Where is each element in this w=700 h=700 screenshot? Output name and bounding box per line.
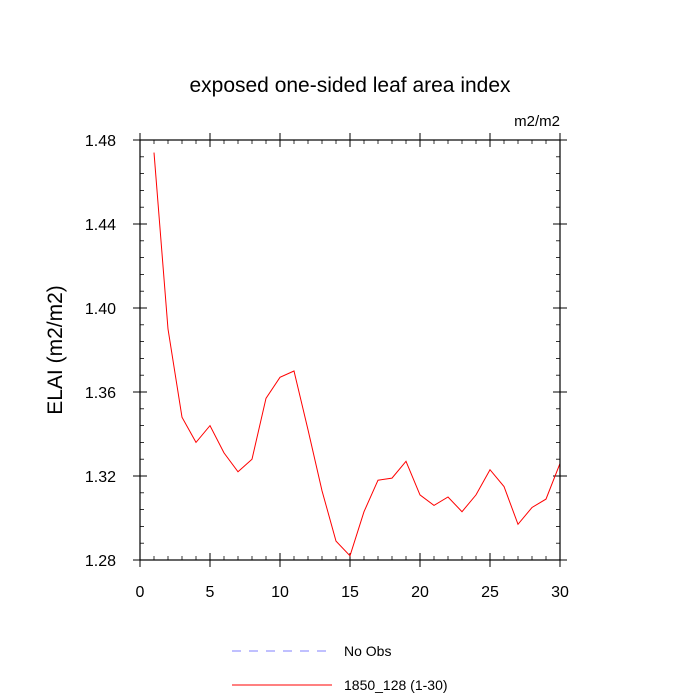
x-tick-label: 30 (551, 584, 569, 601)
y-tick-label: 1.40 (85, 301, 116, 318)
y-axis-label: ELAI (m2/m2) (44, 285, 67, 415)
series-lines (153, 152, 561, 557)
y-tick-label: 1.28 (85, 553, 116, 570)
chart-title: exposed one-sided leaf area index (189, 74, 511, 97)
axis-ticks: 0 5 10 15 20 25 30 1.28 1.32 1.36 1.40 1.44 1.48 (85, 133, 569, 601)
x-tick-label: 15 (341, 584, 359, 601)
y-tick-label: 1.32 (85, 469, 116, 486)
series-line-1 (153, 152, 561, 557)
legend-label: 1850_128 (1-30) (344, 677, 448, 693)
x-tick-label: 20 (411, 584, 429, 601)
plot-frame (139, 139, 561, 561)
y-tick-label: 1.36 (85, 385, 116, 402)
y-tick-label: 1.48 (85, 133, 116, 150)
legend: No Obs 1850_128 (1-30) (232, 643, 448, 693)
x-tick-label: 25 (481, 584, 499, 601)
x-tick-label: 0 (136, 584, 145, 601)
x-tick-label: 10 (271, 584, 289, 601)
x-tick-label: 5 (206, 584, 215, 601)
units-label: m2/m2 (514, 113, 560, 130)
legend-label: No Obs (344, 643, 391, 659)
y-tick-label: 1.44 (85, 217, 116, 234)
